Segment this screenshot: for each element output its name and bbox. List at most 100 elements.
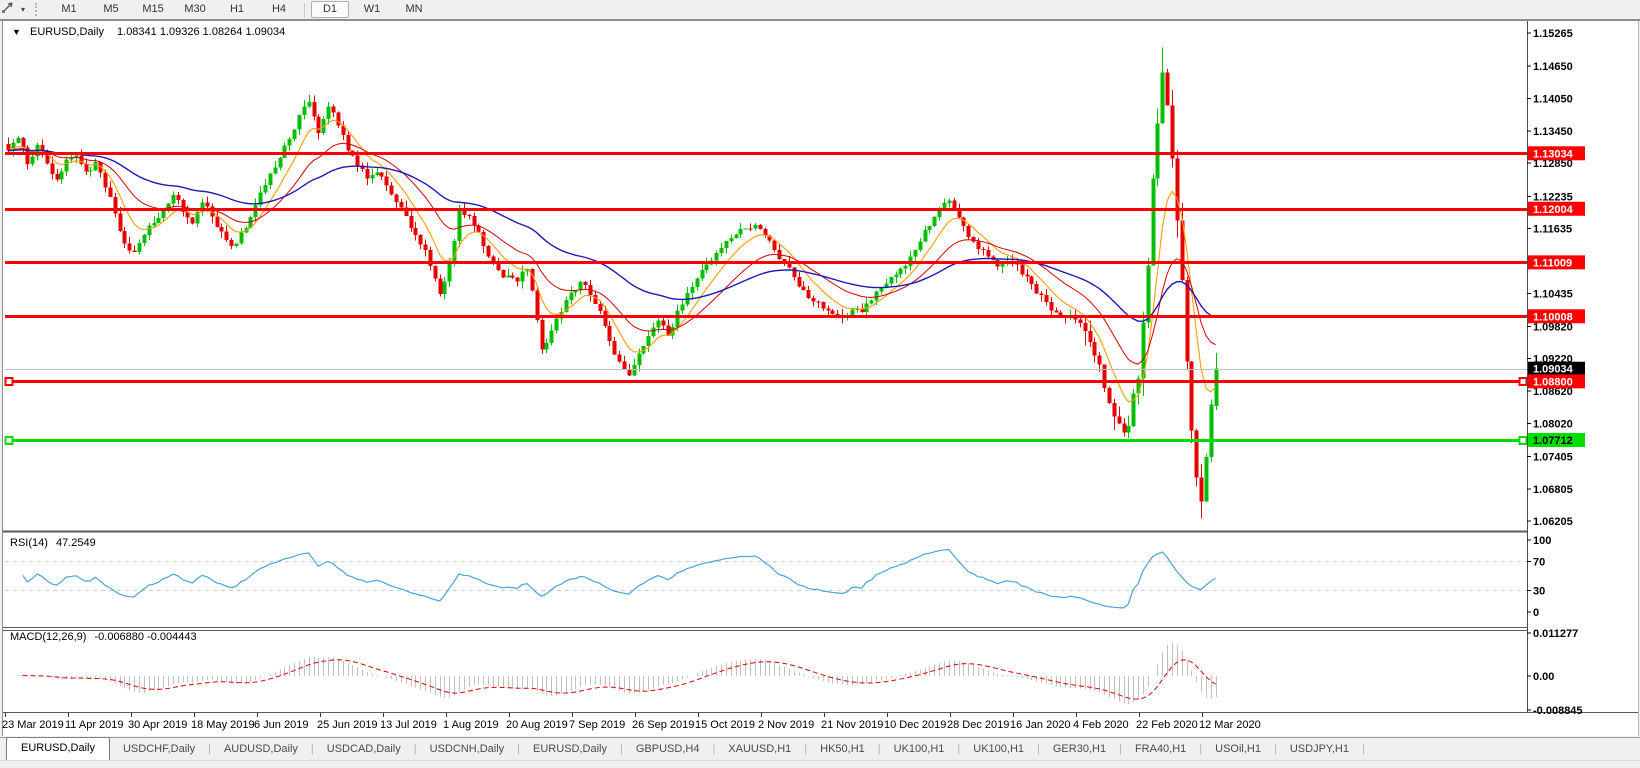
date-tick-label: 13 Jul 2019 [380,719,437,731]
date-tick-label: 26 Sep 2019 [632,719,694,731]
date-tick-label: 1 Aug 2019 [443,719,499,731]
line-handle-left-1.088[interactable] [4,377,14,386]
timeframe-button-group: M1 M5 M15 M30 H1 H4 D1 W1 MN [48,1,435,18]
chart-tab-ger30-h1-11[interactable]: GER30,H1 [1052,743,1107,755]
date-tick-label: 25 Jun 2019 [317,719,378,731]
tab-separator: | [804,743,808,755]
timeframe-button-mn[interactable]: MN [405,3,423,15]
date-tick-label: 16 Jan 2020 [1010,719,1071,731]
chart-tab-usdchf-daily-1[interactable]: USDCHF,Daily [122,743,196,755]
horizontal-lines [4,152,1528,445]
date-tick-label: 23 Mar 2019 [2,719,64,731]
line-handle-left-1.07712[interactable] [4,436,14,445]
tab-separator: | [1361,743,1365,755]
rsi-name: RSI(14) [10,537,48,549]
chart-symbol-label: EURUSD,Daily [29,26,104,38]
chart-tab-usoil-h1-13[interactable]: USOil,H1 [1215,743,1261,755]
chart-tab-usdcnh-daily-4[interactable]: USDCNH,Daily [429,743,505,755]
toolbar-separator [304,2,306,17]
tab-separator: | [712,743,716,755]
line-handle-right-1.088[interactable] [1518,377,1528,386]
price-level-label-1.11009: 1.11009 [1533,257,1572,269]
chart-tab-audusd-daily-2[interactable]: AUDUSD,Daily [223,743,298,755]
chart-title: ▼ EURUSD,Daily 1.08341 1.09326 1.08264 1… [12,26,285,38]
date-tick-label: 10 Dec 2019 [884,719,946,731]
date-tick-label: 12 Mar 2020 [1199,719,1261,731]
price-tick-label: 1.06805 [1533,484,1573,496]
price-axis: 1.15265 1.14650 1.14050 1.13450 1.12850 1.122… [1527,28,1585,528]
rsi-value: 47.2549 [55,537,96,549]
chart-title-caret-icon[interactable]: ▼ [12,27,21,37]
tool-dropdown-caret-icon[interactable]: ▾ [21,5,26,14]
chart-tab-hk50-h1-8[interactable]: HK50,H1 [820,743,865,755]
price-level-label-1.12004: 1.12004 [1533,204,1574,216]
draw-line-tool-icon[interactable] [2,2,19,17]
date-tick-label: 30 Apr 2019 [128,719,187,731]
tab-separator: | [1199,743,1203,755]
rsi-axis-label: 100 [1533,535,1551,547]
tab-separator: | [1037,743,1040,755]
date-tick-label: 4 Feb 2020 [1073,719,1129,731]
tab-separator: | [877,743,881,755]
chart-ohlc-values: 1.08341 1.09326 1.08264 1.09034 [117,26,286,38]
timeframe-button-w1[interactable]: W1 [363,3,381,15]
rsi-axis-label: 70 [1533,557,1545,569]
tab-separator: | [957,743,961,755]
price-level-label-1.07712: 1.07712 [1533,435,1573,447]
price-tick-label: 1.14650 [1533,61,1573,73]
chart-tabbar: EURUSD,Daily USDCHF,Daily | AUDUSD,Daily | US… [0,737,1640,760]
date-tick-label: 21 Nov 2019 [821,719,883,731]
chart-tab-usdcad-daily-3[interactable]: USDCAD,Daily [326,743,401,755]
price-tick-label: 1.09820 [1533,321,1573,333]
chart-tab-eurusd-daily-0[interactable]: EURUSD,Daily [6,737,110,760]
tab-separator: | [208,743,211,755]
chart-tab-eurusd-daily-5[interactable]: EURUSD,Daily [533,743,607,755]
price-tick-label: 1.08020 [1533,418,1573,430]
price-tick-label: 1.12850 [1533,158,1573,170]
price-level-label-1.13034: 1.13034 [1533,148,1574,160]
rsi-panel: 100 70 30 0 [5,535,1551,619]
timeframe-button-m1[interactable]: M1 [61,3,77,15]
macd-panel: 0.011277 0.00 -0.008845 [13,628,1583,717]
price-tick-label: 1.12235 [1533,191,1573,203]
rsi-label: RSI(14) 47.2549 [10,537,96,549]
chart-tab-usdjpy-h1-14[interactable]: USDJPY,H1 [1289,743,1349,755]
price-level-label-1.08800: 1.08800 [1533,376,1573,388]
rsi-axis-label: 30 [1533,585,1545,597]
chart-tab-xauusd-h1-7[interactable]: XAUUSD,H1 [728,743,792,755]
date-tick-label: 28 Dec 2019 [947,719,1009,731]
ma-slow-line [7,149,1216,322]
date-tick-label: 11 Apr 2019 [65,719,124,731]
tab-separator: | [620,743,623,755]
toolbar-drag-handle[interactable] [35,3,40,16]
timeframe-button-h4[interactable]: H4 [271,3,287,15]
panel-frames [3,21,1638,713]
timeframe-button-m5[interactable]: M5 [103,3,119,15]
tab-separator: | [1274,743,1277,755]
timeframe-button-h1[interactable]: H1 [229,3,245,15]
chart-tab-gbpusd-h4-6[interactable]: GBPUSD,H4 [635,743,700,755]
ma-fast-line [7,119,1217,403]
macd-values: -0.006880 -0.004443 [94,631,197,643]
price-tick-label: 1.15265 [1533,28,1573,40]
chart-tab-uk100-h1-10[interactable]: UK100,H1 [973,743,1025,755]
price-tick-label: 1.08620 [1533,386,1573,398]
tab-separator: | [413,743,417,755]
line-handle-right-1.07712[interactable] [1518,436,1528,445]
date-tick-label: 22 Feb 2020 [1136,719,1198,731]
chart-tab-fra40-h1-12[interactable]: FRA40,H1 [1134,743,1187,755]
date-tick-label: 15 Oct 2019 [695,719,755,731]
chart-tab-uk100-h1-9[interactable]: UK100,H1 [893,743,945,755]
date-axis: 23 Mar 2019 11 Apr 2019 30 Apr 2019 18 May … [2,713,1261,731]
price-tick-label: 1.10435 [1533,288,1573,300]
timeframe-button-m15[interactable]: M15 [142,3,164,15]
macd-signal-line [22,659,1216,700]
timeframe-button-d1[interactable]: D1 [311,1,350,18]
date-tick-label: 7 Sep 2019 [569,719,625,731]
price-level-label-1.09034: 1.09034 [1533,364,1574,376]
price-tick-label: 1.13450 [1533,126,1573,138]
timeframe-button-m30[interactable]: M30 [184,3,206,15]
macd-axis-label: 0.00 [1533,671,1554,683]
tab-separator: | [517,743,521,755]
price-tick-label: 1.11635 [1533,224,1572,236]
